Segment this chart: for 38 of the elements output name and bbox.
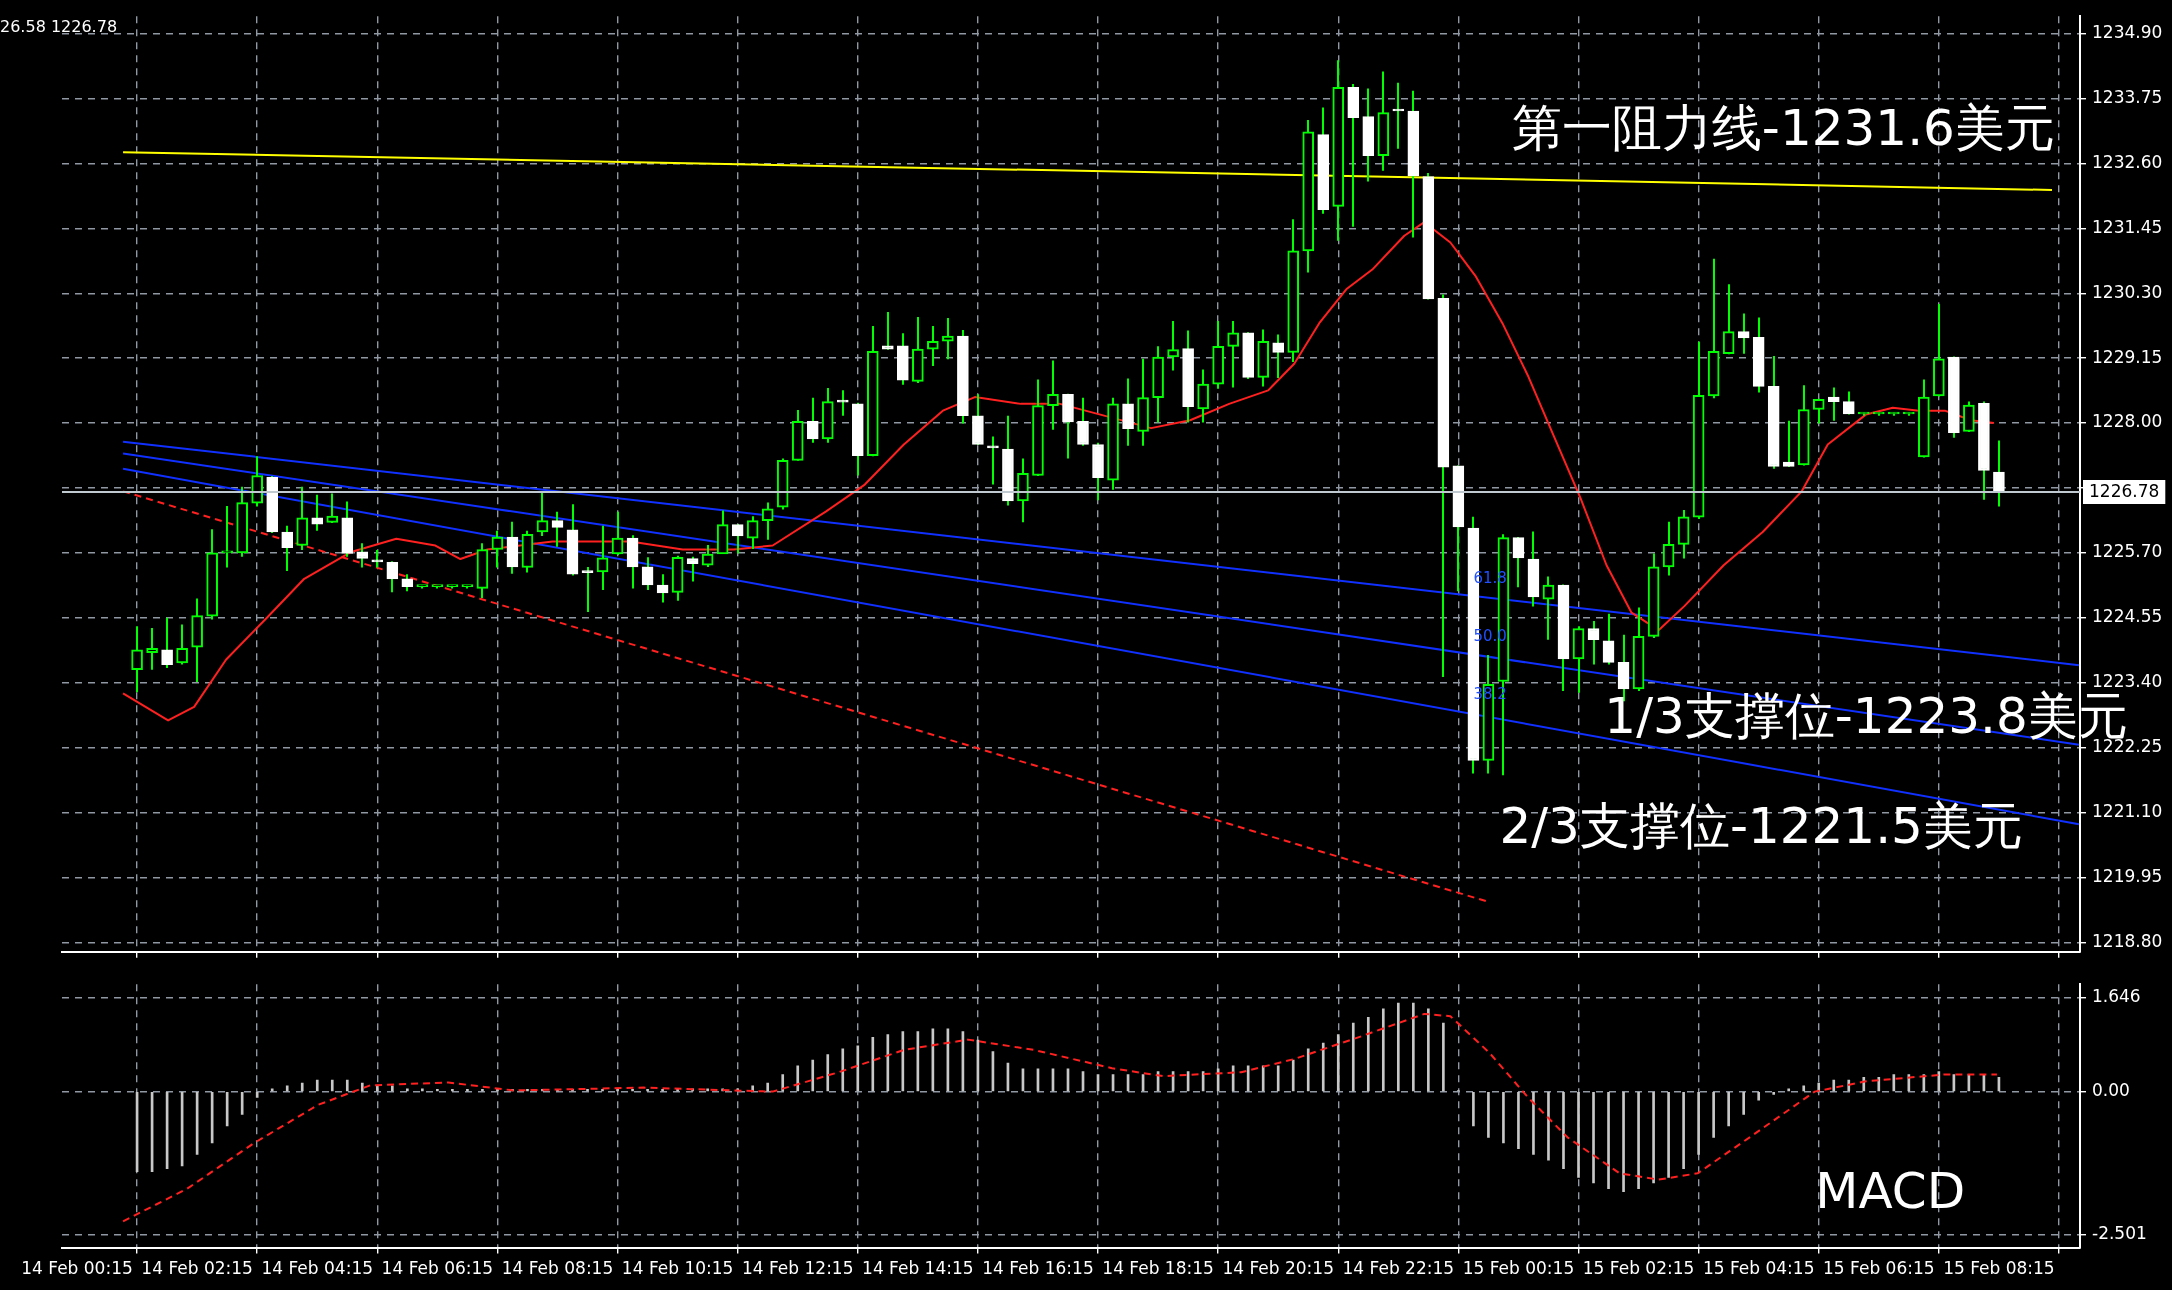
annotation: 第一阻力线-1231.6美元 [1511,99,2055,158]
x-tick-label: 14 Feb 08:15 [501,1258,614,1279]
y-tick-label: 1234.90 [2092,22,2163,43]
x-tick-label: 14 Feb 12:15 [741,1258,854,1279]
y-tick-label: 1229.15 [2092,346,2163,367]
x-tick-label: 14 Feb 20:15 [1222,1258,1334,1279]
y-tick-label: 1218.80 [2092,930,2163,951]
x-tick-label: 14 Feb 14:15 [862,1258,974,1279]
x-tick-label: 14 Feb 22:15 [1342,1258,1455,1279]
y-tick-label: 1233.75 [2092,87,2163,108]
y-tick-label: 1219.95 [2092,865,2163,886]
y-tick-label: 1225.70 [2092,541,2163,562]
y-tick-label: -2.501 [2092,1222,2147,1243]
y-tick-label: 1221.10 [2092,800,2163,821]
x-tick-label: 14 Feb 06:15 [381,1258,494,1279]
x-tick-label: 14 Feb 00:15 [21,1258,133,1279]
y-tick-label: 1230.30 [2092,281,2163,302]
annotation: MACD [1815,1161,1966,1220]
x-tick-label: 15 Feb 08:15 [1943,1258,2055,1279]
y-tick-label: 1228.00 [2092,411,2163,432]
y-tick-label: 1223.40 [2092,671,2163,692]
x-tick-label: 15 Feb 02:15 [1582,1258,1695,1279]
x-tick-label: 14 Feb 04:15 [261,1258,374,1279]
y-tick-label: 1224.55 [2092,606,2163,627]
y-tick-label: 1231.45 [2092,216,2163,237]
x-tick-label: 15 Feb 06:15 [1823,1258,1935,1279]
x-tick-label: 14 Feb 02:15 [141,1258,253,1279]
annotation: 26.58 1226.78 [0,17,118,37]
annotation: 2/3支撑位-1221.5美元 [1499,797,2023,856]
ref-line-label: 1226.78 [2089,481,2160,502]
x-tick-label: 15 Feb 04:15 [1702,1258,1815,1279]
y-tick-label: 1232.60 [2092,151,2163,172]
x-tick-label: 14 Feb 10:15 [621,1258,734,1279]
y-tick-label: 0.00 [2092,1080,2130,1101]
x-tick-label: 14 Feb 16:15 [982,1258,1094,1279]
x-tick-label: 14 Feb 18:15 [1102,1258,1214,1279]
y-tick-label: 1.646 [2092,985,2141,1006]
x-tick-label: 15 Feb 00:15 [1462,1258,1575,1279]
